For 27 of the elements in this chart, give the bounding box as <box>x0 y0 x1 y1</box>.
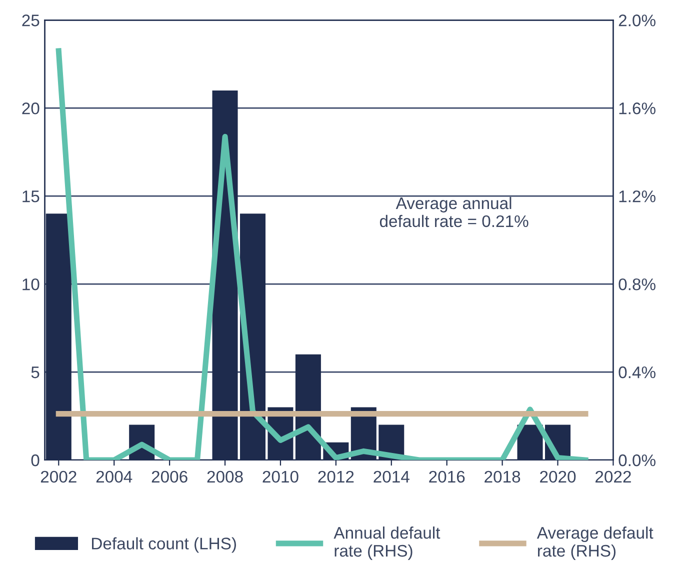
x-tick-label: 2018 <box>484 470 520 483</box>
y-tick-label: 20 <box>22 102 40 114</box>
y-tick-label: 25 <box>22 14 40 26</box>
y-tick-label: 5 <box>31 366 40 378</box>
y2-tick-label: 2.0% <box>618 14 656 26</box>
x-tick-label: 2014 <box>374 470 410 483</box>
x-tick-label: 2012 <box>318 470 354 483</box>
y2-tick-label: 0.8% <box>618 278 656 290</box>
x-tick-label: 2016 <box>429 470 465 483</box>
x-tick-label: 2002 <box>40 470 76 483</box>
legend-label: Average default rate (RHS) <box>536 526 654 560</box>
x-tick-label: 2006 <box>152 470 188 483</box>
legend-label: Annual default rate (RHS) <box>334 526 440 560</box>
x-tick-label: 2004 <box>96 470 132 483</box>
y2-tick-label: 0.4% <box>618 366 656 378</box>
legend-label: Default count (LHS) <box>92 537 236 553</box>
y-tick-label: 15 <box>22 190 40 202</box>
y2-tick-label: 0.0% <box>618 454 656 466</box>
x-tick-label: 2010 <box>262 470 298 483</box>
x-tick-label: 2020 <box>540 470 576 483</box>
annotation: Average annual default rate = 0.21% <box>380 196 528 228</box>
y-tick-label: 10 <box>22 278 40 290</box>
y2-tick-label: 1.2% <box>619 190 656 202</box>
y2-tick-label: 1.6% <box>619 102 656 114</box>
x-tick-label: 2008 <box>207 470 243 483</box>
y-tick-label: 0 <box>31 454 40 466</box>
x-tick-label: 2022 <box>596 470 631 483</box>
